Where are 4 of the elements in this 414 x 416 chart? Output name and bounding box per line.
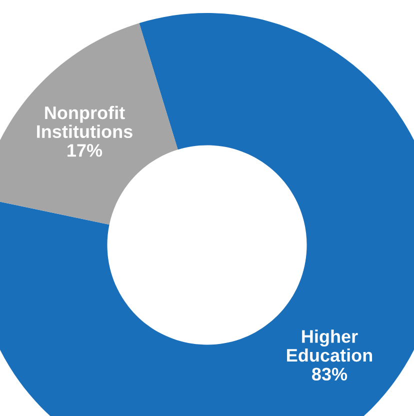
slice-label: Nonprofit Institutions xyxy=(37,106,132,138)
data-label: 17% xyxy=(68,144,102,157)
data-label: 83% xyxy=(312,368,348,381)
slice-label: Higher Education xyxy=(287,330,372,362)
